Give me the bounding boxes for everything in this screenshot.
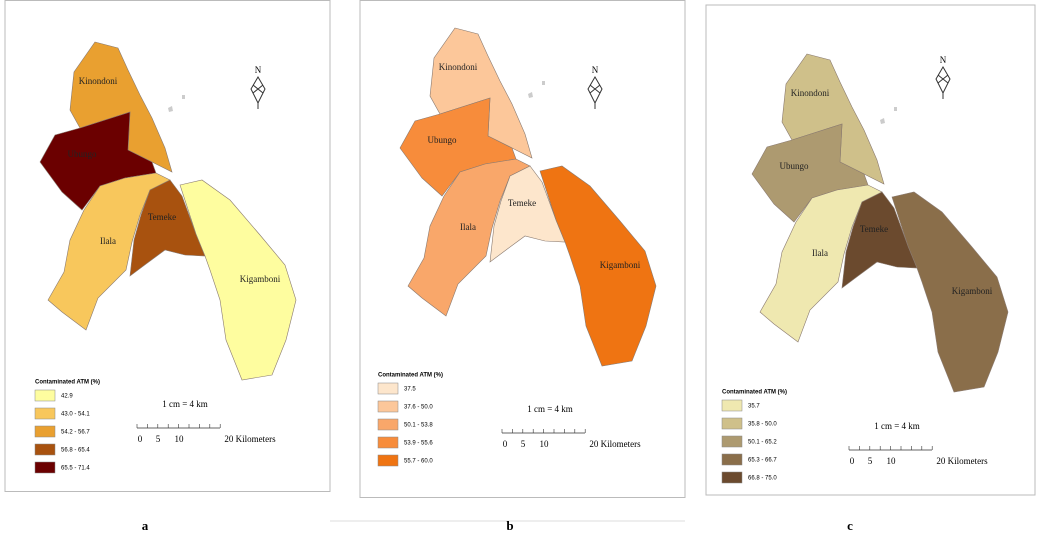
map: Kinondoni Ubungo Ilala Temeke Kigamboni	[751, 53, 1009, 393]
legend-label: 43.0 - 54.1	[61, 412, 90, 418]
legend-swatch	[721, 435, 743, 448]
legend-swatch	[377, 436, 399, 449]
panel-caption: b	[506, 518, 513, 533]
district	[489, 165, 566, 263]
district	[891, 191, 1009, 393]
legend-swatch	[721, 399, 743, 412]
legend-label: 37.5	[404, 387, 416, 393]
legend-label: 35.7	[748, 404, 760, 410]
map: Kinondoni Ubungo Ilala Temeke Kigamboni	[399, 27, 657, 367]
legend-swatch	[377, 418, 399, 431]
legend-swatch	[34, 407, 56, 420]
scale-tick-label: 10	[175, 434, 185, 444]
district-label: Kigamboni	[952, 286, 993, 296]
district-label: Ilala	[460, 222, 476, 232]
scale-text: 1 cm = 4 km	[527, 404, 573, 414]
scale-tick-label: 10	[540, 439, 550, 449]
district-label: Ilala	[812, 248, 828, 258]
scale-tick-label: 20 Kilometers	[936, 456, 988, 466]
north-arrow	[935, 66, 951, 99]
legend-label: 55.7 - 60.0	[404, 459, 433, 465]
legend-label: 35.8 - 50.0	[748, 422, 777, 428]
legend-swatch	[34, 443, 56, 456]
north-arrow	[250, 76, 266, 109]
north-label: N	[255, 65, 262, 75]
legend-swatch	[34, 425, 56, 438]
scale-bar: 1 cm = 4 km 0 5 10 20 Kilometers	[848, 421, 988, 466]
legend-swatch	[721, 453, 743, 466]
legend-swatch	[34, 461, 56, 474]
district-label: Temeke	[508, 198, 536, 208]
island	[528, 81, 545, 98]
scale-tick-label: 5	[156, 434, 161, 444]
district	[179, 179, 297, 381]
district-label: Ubungo	[428, 135, 457, 145]
legend-label: 42.9	[61, 394, 73, 400]
legend-label: 65.5 - 71.4	[61, 466, 90, 472]
legend-swatch	[377, 400, 399, 413]
district	[539, 165, 657, 367]
district	[759, 184, 883, 343]
legend-title: Contaminated ATM (%)	[722, 390, 787, 396]
district	[47, 172, 171, 331]
scale-tick-label: 5	[868, 456, 873, 466]
legend-label: 56.8 - 65.4	[61, 448, 90, 454]
scale-tick-label: 0	[850, 456, 855, 466]
legend-label: 65.3 - 66.7	[748, 458, 777, 464]
panel-caption: c	[847, 518, 853, 533]
legend-swatch	[721, 471, 743, 484]
legend-label: 53.9 - 55.6	[404, 441, 433, 447]
district-label: Temeke	[860, 224, 888, 234]
district-label: Ubungo	[780, 161, 809, 171]
legend-label: 66.8 - 75.0	[748, 476, 777, 482]
north-label: N	[940, 55, 947, 65]
legend-swatch	[721, 417, 743, 430]
district-label: Kinondoni	[79, 76, 118, 86]
scale-tick-label: 10	[887, 456, 897, 466]
scale-tick-label: 5	[521, 439, 526, 449]
scale-text: 1 cm = 4 km	[162, 399, 208, 409]
district	[399, 97, 517, 197]
scale-tick-label: 0	[503, 439, 508, 449]
district-label: Ubungo	[68, 149, 97, 159]
north-label: N	[592, 65, 599, 75]
scale-bar: 1 cm = 4 km 0 5 10 20 Kilometers	[501, 404, 641, 449]
legend-label: 54.2 - 56.7	[61, 430, 90, 436]
legend-label: 50.1 - 65.2	[748, 440, 777, 446]
district	[841, 191, 918, 289]
district	[407, 158, 531, 317]
district	[39, 111, 157, 211]
district	[751, 123, 869, 223]
legend-title: Contaminated ATM (%)	[35, 380, 100, 386]
scale-tick-label: 0	[138, 434, 143, 444]
legend-title: Contaminated ATM (%)	[378, 373, 443, 379]
legend-label: 50.1 - 53.8	[404, 423, 433, 429]
island	[168, 95, 185, 112]
legend-swatch	[34, 389, 56, 402]
scale-bar: 1 cm = 4 km 0 5 10 20 Kilometers	[136, 399, 276, 444]
scale-tick-label: 20 Kilometers	[589, 439, 641, 449]
district-label: Temeke	[148, 212, 176, 222]
district-label: Kigamboni	[600, 260, 641, 270]
scale-text: 1 cm = 4 km	[874, 421, 920, 431]
district	[129, 179, 206, 277]
panel-caption: a	[142, 518, 149, 533]
north-arrow	[587, 76, 603, 109]
district-label: Kigamboni	[240, 274, 281, 284]
scale-tick-label: 20 Kilometers	[224, 434, 276, 444]
island	[880, 107, 897, 124]
district-label: Ilala	[100, 236, 116, 246]
district-label: Kinondoni	[791, 88, 830, 98]
legend-swatch	[377, 454, 399, 467]
map: Kinondoni Ubungo Ilala Temeke Kigamboni	[39, 41, 297, 381]
district-label: Kinondoni	[439, 62, 478, 72]
legend-label: 37.6 - 50.0	[404, 405, 433, 411]
legend-swatch	[377, 382, 399, 395]
